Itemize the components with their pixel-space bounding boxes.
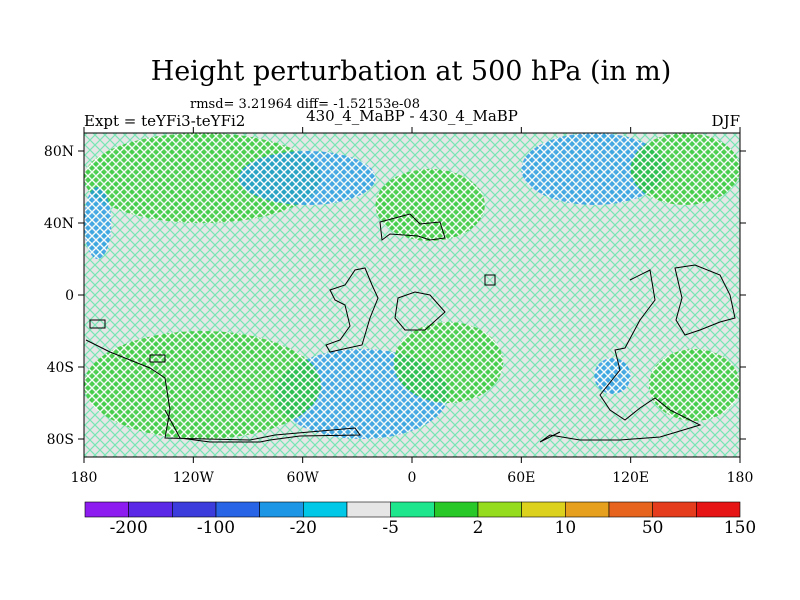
y-tick-label: 0 [65,288,74,304]
colorbar-label: -100 [197,518,235,538]
colorbar-swatch-2 [172,502,216,517]
x-tick-label: 120W [173,470,215,486]
colorbar-swatch-7 [391,502,435,517]
x-tick-label: 60E [507,470,535,486]
chart-title: Height perturbation at 500 hPa (in m) [151,56,672,87]
colorbar-swatch-0 [85,502,129,517]
colorbar-swatch-13 [653,502,697,517]
colorbar-swatch-1 [129,502,173,517]
x-tick-label: 180 [727,470,754,486]
colorbar-swatch-3 [216,502,260,517]
y-tick-label: 40S [47,360,74,376]
colorbar-swatch-5 [303,502,347,517]
left-label: Expt = teYFi3-teYFi2 [84,112,245,130]
y-tick-label: 40N [44,216,74,232]
colorbar-label: -200 [110,518,148,538]
x-tick-label: 180 [71,470,98,486]
y-tick-label: 80N [44,144,74,160]
anomaly-region-8 [594,358,630,394]
x-tick-label: 0 [408,470,417,486]
anomaly-region-4 [631,133,740,205]
anomaly-region-7 [394,322,503,403]
anomaly-region-10 [649,349,740,421]
colorbar-swatch-11 [565,502,609,517]
colorbar-label: 2 [473,518,484,538]
colorbar [85,502,740,517]
map-field [84,133,740,457]
colorbar-label: 150 [724,518,756,538]
colorbar-swatch-9 [478,502,522,517]
colorbar-swatch-6 [347,502,391,517]
colorbar-swatch-4 [260,502,304,517]
x-tick-label: 120E [612,470,649,486]
right-label: DJF [712,112,740,130]
anomaly-region-5 [84,187,111,259]
anomaly-region-9 [84,331,321,439]
anomaly-region-2 [376,169,485,241]
y-tick-label: 80S [47,432,74,448]
anomaly-region-1 [239,151,376,205]
colorbar-label: -5 [382,518,399,538]
colorbar-swatch-10 [522,502,566,517]
x-tick-label: 60W [287,470,320,486]
colorbar-label: 50 [642,518,664,538]
colorbar-swatch-14 [696,502,740,517]
colorbar-label: 10 [555,518,577,538]
subtitle: 430_4_MaBP - 430_4_MaBP [306,107,518,125]
colorbar-swatch-12 [609,502,653,517]
colorbar-label: -20 [290,518,317,538]
colorbar-swatch-8 [434,502,478,517]
